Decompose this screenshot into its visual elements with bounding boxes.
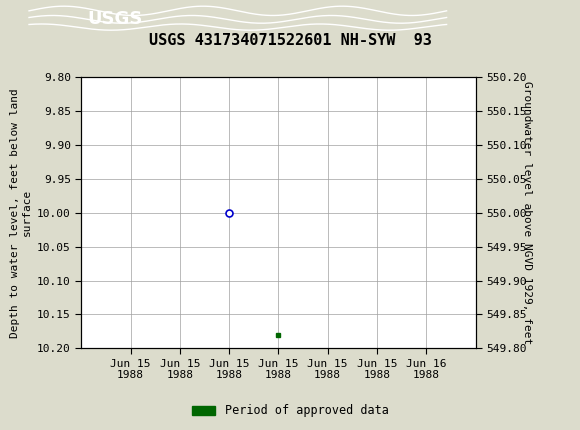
Y-axis label: Groundwater level above NGVD 1929, feet: Groundwater level above NGVD 1929, feet (522, 81, 532, 344)
Y-axis label: Depth to water level, feet below land
surface: Depth to water level, feet below land su… (10, 88, 31, 338)
Text: USGS: USGS (87, 10, 142, 28)
Text: USGS 431734071522601 NH-SYW  93: USGS 431734071522601 NH-SYW 93 (148, 34, 432, 48)
Legend: Period of approved data: Period of approved data (187, 399, 393, 422)
